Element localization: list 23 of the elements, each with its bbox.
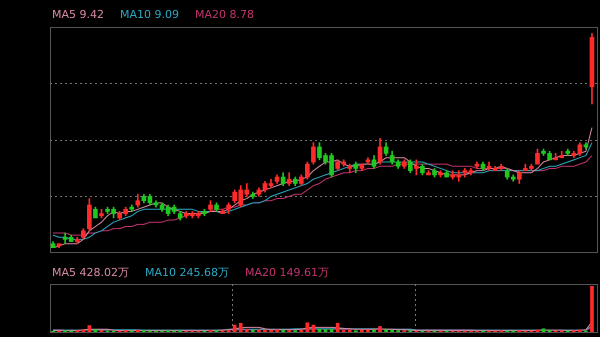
bar [88, 325, 92, 332]
bar [542, 328, 546, 332]
bar [257, 329, 261, 332]
bar [318, 328, 322, 332]
bar [324, 329, 328, 332]
bar [330, 328, 334, 332]
text: MA20 149.61万 [245, 265, 329, 280]
bar [590, 286, 594, 332]
bar [275, 329, 279, 332]
text: MA5 9.42 [52, 8, 104, 21]
bar [312, 324, 316, 332]
bar [232, 324, 237, 332]
bar [336, 322, 340, 332]
text: MA20 8.78 [195, 8, 254, 21]
text: MA10 245.68万 [145, 265, 229, 280]
bar [306, 322, 310, 332]
bar [378, 326, 382, 332]
bar [384, 329, 388, 332]
bar [244, 328, 249, 332]
text: MA10 9.09 [120, 8, 180, 21]
bar [94, 329, 98, 332]
text: MA5 428.02万 [52, 265, 129, 280]
bar [238, 322, 243, 332]
